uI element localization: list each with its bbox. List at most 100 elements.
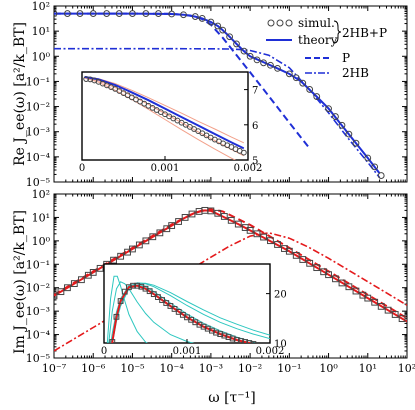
inset-x-tick-label: 0.001 (173, 346, 202, 357)
y-tick-label: 10⁻³ (26, 126, 50, 139)
x-tick-label: 10⁻⁵ (120, 362, 144, 375)
data-point (352, 287, 360, 295)
data-point (226, 33, 234, 41)
data-point (103, 10, 111, 17)
inset-series-group (106, 275, 270, 343)
inset-series-group (83, 75, 247, 160)
data-point (233, 40, 240, 48)
data-point (227, 216, 235, 224)
data-point (254, 342, 261, 343)
legend-brace (333, 20, 342, 44)
x-tick-label: 10⁻⁴ (160, 362, 185, 375)
data-point (225, 334, 232, 340)
data-point (332, 275, 339, 283)
data-point (163, 300, 170, 306)
data-point (54, 292, 58, 300)
data-point (325, 105, 332, 113)
data-point (207, 207, 215, 215)
data-point (78, 276, 85, 284)
legend-simul-label: simul. (298, 16, 335, 30)
data-point (214, 22, 222, 30)
x-axis-label: ω [τ⁻¹] (208, 390, 256, 406)
data-point (238, 338, 244, 343)
y-tick-label: 10⁻⁴ (26, 151, 51, 164)
inset-x-tick-label: 0 (101, 346, 107, 357)
top-ylabel: Re J_ee(ω) [a²/k_BT] (12, 22, 28, 166)
data-point (246, 52, 254, 60)
data-point (292, 74, 300, 82)
data-point (221, 332, 228, 339)
y-tick-label: 10⁻⁵ (26, 176, 50, 189)
theory-series-line (54, 209, 407, 323)
inset-x-tick-label: 0 (79, 163, 85, 174)
data-point (159, 297, 165, 303)
data-point (181, 214, 189, 221)
inset-frame (81, 71, 249, 161)
data-point (129, 10, 136, 17)
data-point (89, 10, 97, 17)
data-point (168, 222, 176, 229)
data-point (233, 337, 240, 343)
data-point (117, 252, 125, 260)
y-tick-label: 10⁻² (26, 282, 50, 295)
data-point (391, 311, 399, 318)
data-point (64, 284, 71, 292)
2hb-series-line (54, 47, 381, 179)
im-j-panel: 10⁻⁵ 10⁻⁴ 10⁻³ 10⁻² 10⁻¹ 10⁰ 10¹ 10² 10⁻⁷ 10⁻⁶ 10⁻… (26, 188, 415, 375)
data-point (240, 47, 248, 55)
model-series-line (84, 77, 236, 160)
data-point (398, 315, 406, 323)
data-point (113, 313, 120, 320)
data-point (175, 308, 182, 315)
x-tick-label: 10⁻⁷ (42, 362, 67, 375)
data-point (115, 10, 123, 17)
data-point (96, 264, 104, 272)
data-point (191, 13, 199, 20)
data-point (325, 271, 332, 279)
data-point (121, 288, 128, 295)
data-point (338, 121, 346, 129)
data-point (126, 284, 132, 291)
data-point (253, 56, 261, 64)
data-point (274, 241, 281, 248)
data-point (260, 233, 267, 241)
data-point (57, 288, 65, 296)
data-point (313, 93, 321, 100)
legend-theory-label: theory (298, 33, 338, 47)
data-point (371, 298, 379, 306)
data-point (150, 291, 157, 298)
p-series-line (54, 208, 407, 320)
data-point (306, 86, 314, 93)
data-point (130, 282, 136, 289)
data-point (168, 10, 176, 18)
inset-y-tick-label: 20 (274, 290, 287, 301)
data-point (345, 130, 353, 138)
plot-frame (53, 5, 408, 183)
data-point (167, 303, 174, 309)
x-tick-label: 10² (398, 362, 415, 375)
x-tick-label: 10⁰ (319, 362, 338, 375)
legend-bracket-label: 2HB+P (342, 26, 387, 40)
data-point (180, 11, 187, 19)
plot-frame (53, 193, 408, 359)
y-tick-label: 10⁻¹ (26, 75, 50, 88)
data-point (267, 237, 274, 245)
data-point (217, 331, 224, 338)
data-point (83, 76, 90, 82)
x-tick-label: 10⁻¹ (277, 362, 301, 375)
inset-y-tick-label: 10 (274, 339, 287, 350)
data-point (109, 339, 116, 343)
data-point (267, 61, 274, 69)
re-j-panel: 10⁻⁵ 10⁻⁴ 10⁻³ 10⁻² 10⁻¹ 10⁰ 10¹ 10² 0 0.001 0.002… (26, 0, 408, 189)
data-point (198, 15, 206, 22)
data-point (242, 339, 248, 343)
data-point (175, 218, 182, 225)
legend-2hb-label: 2HB (342, 66, 369, 80)
data-point (156, 229, 164, 237)
y-tick-label: 10¹ (32, 25, 50, 38)
data-point (246, 340, 253, 343)
data-point (384, 306, 392, 314)
data-point (117, 298, 124, 304)
data-point (377, 302, 385, 310)
data-point (229, 335, 236, 342)
